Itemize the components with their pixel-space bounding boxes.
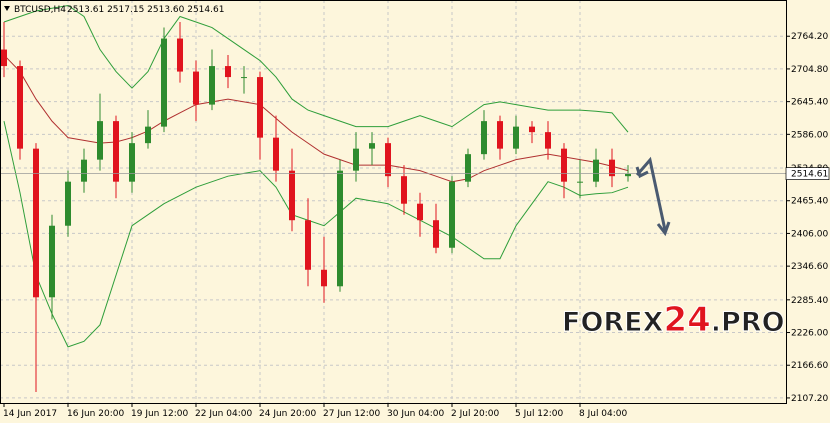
- candle-body: [305, 220, 311, 270]
- candle-body: [513, 126, 519, 149]
- candle-body: [33, 148, 39, 298]
- candle-body: [353, 148, 359, 171]
- x-tick-label: 14 Jun 2017: [3, 409, 57, 419]
- bollinger-upper: [3, 4, 629, 133]
- candle-body: [97, 121, 103, 160]
- candle-body: [337, 170, 343, 287]
- candle-body: [81, 159, 87, 182]
- y-tick-label: 2226.00: [791, 329, 828, 339]
- header-symbol: BTCUSD,H4: [14, 5, 66, 15]
- candle-body: [65, 181, 71, 226]
- candle-body: [161, 38, 167, 127]
- arrow-path: [635, 156, 667, 231]
- watermark-middle: 24: [663, 300, 710, 340]
- candle-body: [273, 137, 279, 171]
- bollinger-lower: [3, 121, 629, 348]
- x-tick-label: 5 Jul 12:00: [515, 409, 564, 419]
- candle-body: [625, 173, 631, 177]
- watermark-left: FOREX: [562, 307, 664, 338]
- y-tick-label: 2285.40: [791, 296, 828, 306]
- x-tick-label: 22 Jun 04:00: [195, 409, 252, 419]
- x-tick-label: 8 Jul 04:00: [579, 409, 628, 419]
- header-icon: [4, 6, 10, 11]
- candle-body: [529, 126, 535, 133]
- candle-body: [225, 66, 231, 78]
- candle-body: [209, 66, 215, 105]
- x-tick-label: 30 Jun 04:00: [387, 409, 444, 419]
- candle-body: [577, 181, 583, 183]
- candle-body: [113, 121, 119, 182]
- candle-body: [449, 181, 455, 248]
- arrow-head-down: [656, 221, 671, 237]
- watermark-right: .PRO: [711, 307, 785, 338]
- candle-body: [177, 38, 183, 72]
- candle-body: [465, 154, 471, 182]
- candle-body: [561, 148, 567, 182]
- y-tick-label: 2764.20: [791, 32, 828, 42]
- x-tick-label: 2 Jul 20:00: [451, 409, 500, 419]
- x-tick-label: 16 Jun 20:00: [67, 409, 124, 419]
- arrow-head-up: [635, 166, 649, 179]
- y-tick-label: 2465.40: [791, 197, 828, 207]
- plot-frame: [0, 0, 787, 404]
- candle-body: [497, 121, 503, 149]
- grid: [0, 0, 786, 403]
- watermark: FOREX24.PRO: [562, 300, 785, 340]
- candle-body: [545, 132, 551, 149]
- marks: [0, 4, 786, 392]
- candle-body: [593, 159, 599, 182]
- candle-body: [1, 49, 7, 67]
- candle-body: [289, 170, 295, 221]
- x-tick-label: 24 Jun 20:00: [259, 409, 316, 419]
- candle-body: [609, 159, 615, 177]
- candle-body: [257, 77, 263, 138]
- x-tick-label: 19 Jun 12:00: [131, 409, 188, 419]
- y-tick-label: 2406.00: [791, 229, 828, 239]
- y-tick-label: 2645.40: [791, 98, 828, 108]
- candle-body: [145, 126, 151, 144]
- candle-body: [241, 77, 247, 79]
- last-price-box: [785, 167, 830, 180]
- y-tick-label: 2166.60: [791, 361, 828, 371]
- candle-body: [433, 220, 439, 248]
- x-tick-label: 27 Jun 12:00: [323, 409, 380, 419]
- candle-body: [193, 71, 199, 105]
- candle-body: [401, 176, 407, 204]
- candle-body: [481, 121, 487, 155]
- candle-body: [17, 66, 23, 149]
- y-tick-label: 2107.20: [791, 394, 828, 404]
- last-price-label: 2514.61: [791, 170, 828, 180]
- candle-body: [385, 143, 391, 177]
- y-tick-label: 2704.80: [791, 65, 828, 75]
- candle-body: [417, 203, 423, 221]
- y-tick-label: 2346.60: [791, 262, 828, 272]
- candle-body: [49, 225, 55, 298]
- bollinger-middle: [3, 54, 629, 183]
- candle-body: [369, 143, 375, 149]
- forecast-arrow: [635, 156, 671, 237]
- candle-body: [129, 143, 135, 182]
- header-ohlc: 2513.61 2517.15 2513.60 2514.61: [67, 5, 224, 15]
- candle-body: [321, 269, 327, 287]
- y-tick-label: 2586.00: [791, 130, 828, 140]
